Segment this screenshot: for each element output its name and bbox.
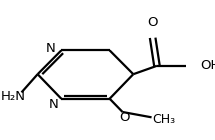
Text: H₂N: H₂N — [0, 90, 25, 103]
Text: OH: OH — [200, 59, 215, 72]
Text: O: O — [147, 16, 158, 29]
Text: CH₃: CH₃ — [153, 113, 176, 126]
Text: N: N — [46, 43, 55, 55]
Text: N: N — [49, 98, 59, 111]
Text: O: O — [120, 111, 130, 124]
